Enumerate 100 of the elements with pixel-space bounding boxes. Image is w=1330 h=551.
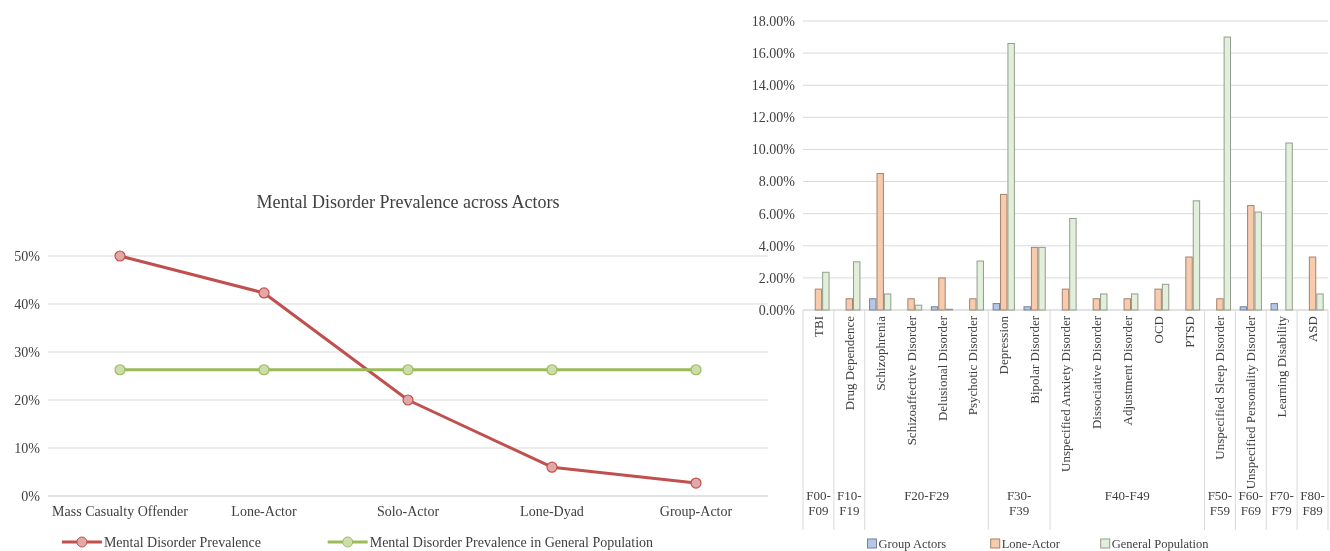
x-tick-label: Lone-Actor: [231, 504, 297, 519]
text: F50-F59: [1207, 488, 1233, 518]
bar: [876, 173, 884, 311]
bar: [1030, 246, 1039, 311]
bar: [822, 271, 830, 311]
bar: [969, 298, 977, 311]
point: [546, 364, 558, 376]
y-tick-label: 18.00%: [751, 13, 796, 29]
text: F60-F69: [1238, 488, 1264, 518]
text: F20-F29: [904, 488, 949, 503]
x-tick-label: Schizoaffective Disorder: [903, 315, 919, 446]
x-tick-label: Mass Casualty Offender: [52, 504, 189, 519]
x-tick-label: Unspecified Anxiety Disorder: [1058, 315, 1074, 472]
x-tick-label: Unspecified Personality Disorder: [1243, 315, 1259, 490]
bar: [1216, 298, 1224, 311]
bar: [1239, 306, 1248, 311]
bar: [914, 304, 923, 311]
x-tick-label: Solo-Actor: [376, 504, 440, 519]
bar: [938, 277, 946, 311]
bar: [1223, 36, 1232, 311]
legend-label: Lone-Actor: [1001, 537, 1061, 551]
x-tick-label: Schizophrenia: [872, 315, 888, 391]
bar: [1270, 303, 1278, 311]
x-tick-label: Depression: [996, 315, 1012, 375]
x-tick-label: OCD: [1150, 316, 1166, 344]
y-tick-label: 4.00%: [758, 238, 796, 254]
bar: [1092, 298, 1101, 311]
bar: [1123, 298, 1131, 311]
bar: [1247, 205, 1255, 311]
y-tick-label: 6.00%: [758, 206, 796, 222]
x-tick-label: Learning Disability: [1274, 315, 1290, 418]
y-tick-label: 16.00%: [751, 46, 796, 62]
x-tick-label: Drug Dependence: [841, 315, 857, 411]
bar: [1154, 288, 1162, 311]
bar: [814, 288, 823, 311]
text: F30-F39: [1006, 488, 1032, 518]
bar: [883, 293, 892, 311]
bar: [1000, 193, 1008, 311]
x-tick-label: Bipolar Disorder: [1027, 315, 1043, 404]
bar: [1038, 246, 1046, 311]
point: [690, 477, 702, 489]
y-tick-label: 50%: [14, 248, 41, 264]
y-tick-label: 20%: [14, 392, 41, 408]
y-tick-label: 0.00%: [758, 302, 796, 318]
x-tick-label: ASD: [1305, 316, 1321, 343]
chart-title: Mental Disorder Prevalence across Actors: [256, 192, 560, 212]
y-tick-label: 40%: [14, 296, 41, 312]
x-tick-label: Unspecified Sleep Disorder: [1212, 315, 1228, 460]
text: F10-F19: [837, 488, 862, 518]
legend-label: Mental Disorder Prevalence: [103, 534, 261, 550]
bar: [1069, 217, 1077, 311]
bar: [853, 261, 861, 311]
y-tick-label: 14.00%: [751, 78, 796, 94]
text: F80-F89: [1300, 488, 1325, 518]
bar: [1192, 200, 1201, 311]
bar: [1023, 306, 1031, 311]
point: [114, 364, 126, 376]
x-tick-label: Lone-Dyad: [520, 504, 584, 519]
legend-label: Mental Disorder Prevalence in General Population: [369, 534, 654, 550]
point: [402, 394, 414, 406]
x-tick-label: TBI: [810, 316, 826, 337]
x-tick-label: Group-Actor: [659, 504, 733, 519]
bar: [1185, 256, 1193, 311]
text: F00-F09: [806, 488, 831, 518]
point: [402, 364, 414, 376]
x-tick-label: Adjustment Disorder: [1119, 315, 1135, 426]
y-tick-label: 0%: [21, 488, 41, 504]
bar: [1161, 283, 1170, 311]
y-tick-label: 10.00%: [751, 142, 796, 158]
bar: [992, 303, 1001, 311]
bar: [1308, 256, 1317, 311]
legend-label: General Population: [1111, 537, 1210, 551]
y-tick-label: 12.00%: [751, 110, 796, 126]
legend-label: Group Actors: [878, 537, 947, 551]
point: [546, 461, 558, 473]
bar: [869, 298, 877, 311]
bar: [1285, 142, 1293, 311]
bar: [1007, 42, 1015, 311]
y-tick-label: 30%: [14, 344, 41, 360]
bar: [1100, 293, 1108, 311]
point: [114, 250, 126, 262]
point: [258, 287, 270, 299]
bar: [1130, 293, 1139, 311]
bar: [907, 298, 915, 311]
text: F70-F79: [1269, 488, 1294, 518]
point: [690, 364, 702, 376]
bar: [1254, 211, 1262, 311]
bar: [976, 260, 984, 311]
x-tick-label: Delusional Disorder: [934, 315, 950, 422]
point: [258, 364, 270, 376]
bar: [1316, 293, 1324, 311]
y-tick-label: 10%: [14, 440, 41, 456]
bar: [845, 298, 854, 311]
y-tick-label: 2.00%: [758, 270, 796, 286]
bar: [930, 306, 939, 311]
y-tick-label: 8.00%: [758, 174, 796, 190]
x-tick-label: PTSD: [1181, 316, 1197, 348]
text: F40-F49: [1104, 488, 1150, 503]
x-tick-label: Dissociative Disorder: [1088, 315, 1104, 430]
x-tick-label: Psychotic Disorder: [965, 315, 981, 416]
